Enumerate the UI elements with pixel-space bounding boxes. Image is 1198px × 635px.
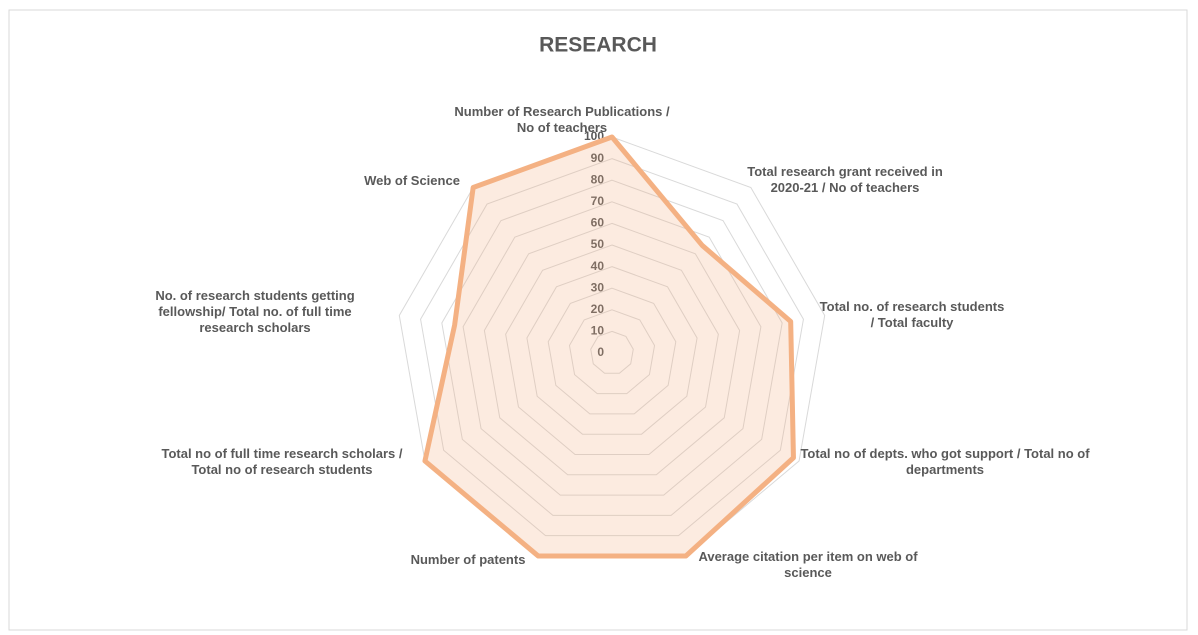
y-tick-label: 60 [591,216,605,230]
y-tick-label: 50 [591,237,605,251]
chart-border [8,9,1188,631]
category-label: Total research grant received in 2020-21… [747,164,943,195]
grid-line [590,330,634,374]
series-area [422,134,796,559]
chart-title: RESEARCH [539,34,657,57]
y-tick-label: 10 [591,324,605,338]
grid-line [505,244,719,455]
y-tick-label: 80 [591,172,605,186]
grid-line [526,266,698,435]
y-tick-label: 40 [591,259,605,273]
category-label: Number of Research Publications / No of … [454,104,670,135]
grid-line [547,287,677,415]
y-tick-label: 20 [591,302,605,316]
grid-line [441,179,783,516]
y-tick-label: 90 [591,151,605,165]
category-label: Total no. of research students / Total f… [819,299,1005,330]
grid-line [462,201,762,496]
y-tick-label: 30 [591,280,605,294]
grid-line [483,222,741,476]
category-label: Total no of full time research scholars … [161,446,403,477]
y-tick-label: 70 [591,194,605,208]
category-label: Total no of depts. who got support / Tot… [800,446,1090,477]
y-tick-label: 0 [597,345,604,359]
category-label: Average citation per item on web of scie… [698,549,918,580]
grid-line [568,309,656,395]
category-label: Web of Science [364,173,460,188]
category-label: No. of research students getting fellows… [155,288,355,335]
category-label: Number of patents [410,552,526,567]
grid-line [420,158,804,537]
